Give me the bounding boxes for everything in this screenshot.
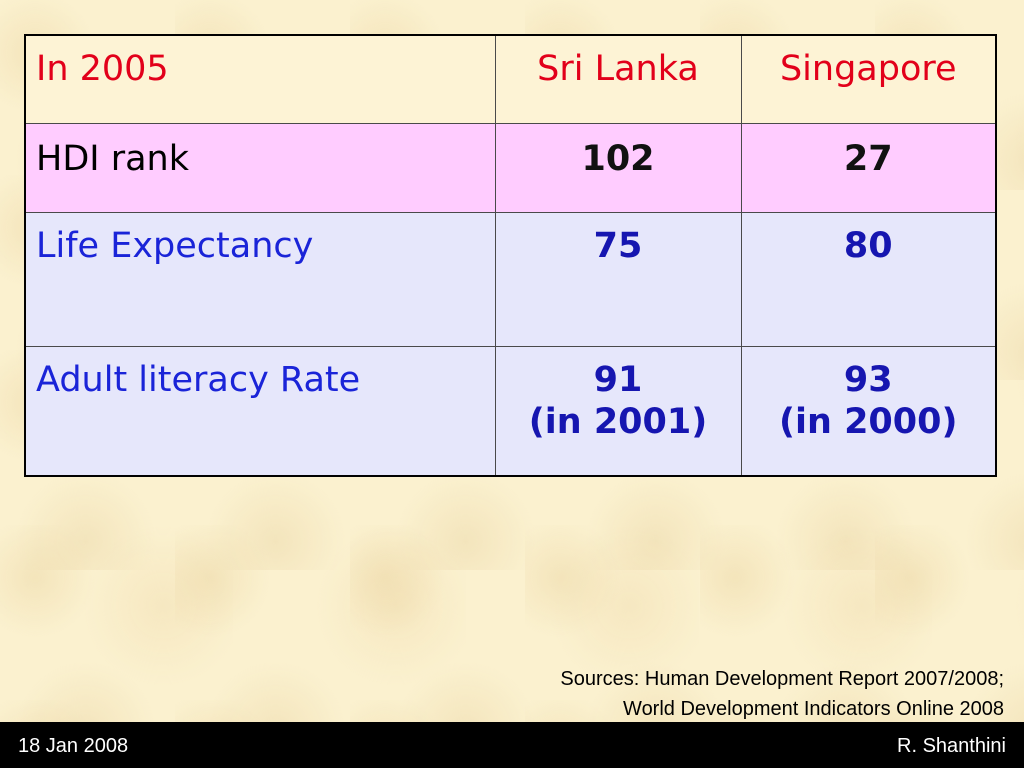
row-label-hdi-rank: HDI rank: [24, 122, 496, 213]
header-sri-lanka: Sri Lanka: [494, 34, 742, 124]
hdi-rank-singapore: 27: [843, 138, 893, 179]
sources-line-2: World Development Indicators Online 2008: [623, 698, 1004, 720]
footer-bar: 18 Jan 2008 R. Shanthini: [0, 722, 1024, 768]
footer-date: 18 Jan 2008: [18, 735, 129, 757]
sources-note: Sources: Human Development Report 2007/2…: [560, 664, 1004, 724]
literacy-singapore-note: (in 2000): [778, 401, 958, 442]
literacy-sri-lanka: 91: [593, 359, 643, 400]
literacy-sri-lanka-note: (in 2001): [528, 401, 708, 442]
table-row-adult-literacy: Adult literacy Rate 91 (in 2001) 93 (in …: [24, 345, 997, 477]
sources-line-1: Sources: Human Development Report 2007/2…: [560, 668, 1004, 690]
header-year: In 2005: [24, 34, 496, 124]
row-label-life-expectancy: Life Expectancy: [24, 211, 496, 347]
header-singapore: Singapore: [740, 34, 997, 124]
life-expectancy-sri-lanka: 75: [593, 225, 643, 266]
literacy-singapore: 93: [843, 359, 893, 400]
row-label-adult-literacy: Adult literacy Rate: [24, 345, 496, 477]
table-row-hdi-rank: HDI rank 102 27: [24, 122, 997, 213]
table-header-row: In 2005 Sri Lanka Singapore: [24, 34, 997, 124]
hdi-rank-sri-lanka: 102: [581, 138, 655, 179]
footer-author: R. Shanthini: [897, 735, 1006, 757]
data-table: In 2005 Sri Lanka Singapore HDI rank 102…: [24, 34, 997, 477]
table-row-life-expectancy: Life Expectancy 75 80: [24, 211, 997, 347]
life-expectancy-singapore: 80: [843, 225, 893, 266]
